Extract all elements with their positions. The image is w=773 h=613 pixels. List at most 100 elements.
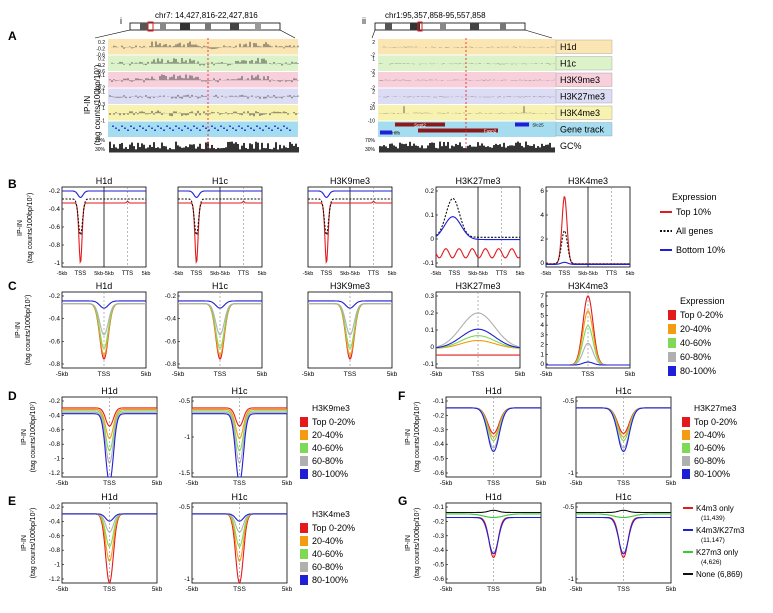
gene-mark-i [286, 127, 288, 129]
gene-mark-i [115, 127, 117, 129]
panel-d-ytick: -0.6 [49, 427, 61, 434]
gc-tick: 30% [95, 147, 106, 153]
panel-b-series-2-2 [308, 190, 392, 198]
gene-mark-i [196, 127, 198, 129]
xtick: TSS [103, 586, 116, 593]
xtick: TSS [617, 586, 630, 593]
gene-mark-i [130, 125, 132, 127]
panel-c-title-2: H3K9me3 [330, 281, 370, 291]
xtick: TTS [122, 271, 133, 277]
panel-b-ytick: -0.4 [49, 206, 61, 213]
gene-mark-i [247, 125, 249, 127]
xtick: TTS [606, 271, 617, 277]
panel-e-ylabel2: (tag counts/100bp/10⁷) [30, 508, 37, 579]
panel-b-series-3-2 [435, 248, 521, 259]
track-label-box-4 [555, 105, 613, 120]
xtick: 5kb [515, 371, 526, 378]
xtick: 5kb [666, 586, 677, 593]
panel-b: IP-IN (tag counts/100bp/10⁷) H1d -5kb TSS 5kb… [17, 176, 725, 277]
xtick: -5kb [440, 480, 453, 487]
panel-f-series-0-2 [446, 407, 541, 442]
track-i-tick: -0.6 [96, 53, 105, 59]
xtick: TSS [103, 480, 116, 487]
panel-c-ytick: -0.2 [165, 293, 177, 300]
panel-b-ytick: -1 [54, 260, 60, 267]
panel-b-ylabel: IP-IN [17, 220, 24, 236]
track-ii-tick: 10 [369, 106, 375, 112]
panel-b-ytick: 0.1 [425, 212, 434, 219]
panel-e-legend-3: 60-80% [312, 562, 343, 572]
xtick: TSS [233, 480, 246, 487]
panel-b-ytick: 4 [540, 212, 544, 219]
panel-g-ylabel: IP-IN [405, 535, 412, 551]
panel-letter-b: B [8, 177, 17, 191]
panel-c-series-3-3 [435, 312, 521, 348]
xtick: 5kb [626, 271, 635, 277]
panel-c-series-0-0 [62, 303, 146, 360]
panel-d-ytick: -0.2 [49, 398, 61, 405]
panel-f-legend-swatch-1 [682, 430, 690, 440]
panel-d-title-1: H1c [231, 386, 248, 396]
gene-mark-i [133, 127, 135, 129]
gene-mark-i [223, 127, 225, 129]
gene-fasp2 [418, 128, 498, 133]
track-i-tick: -0.3 [96, 102, 105, 108]
panel-b-series-0-1 [62, 198, 146, 236]
panel-c-ytick: 0.2 [425, 310, 434, 317]
panel-letter-a: A [8, 29, 17, 43]
panel-d-ytick: -0.8 [49, 441, 61, 448]
xtick: -5kb [172, 371, 185, 378]
track-ii-tick: 2 [372, 90, 375, 96]
gene-mark-i [184, 125, 186, 127]
panel-b-series-0-0 [62, 200, 146, 264]
panel-b-ytick: 6 [540, 188, 544, 195]
panel-b-ytick: 0 [540, 260, 544, 267]
track-label-box-5 [555, 122, 613, 137]
xtick: TSS [487, 586, 500, 593]
track-label-4: H3K4me3 [560, 108, 600, 118]
xtick: TSS [582, 371, 595, 378]
panel-a-ylabel-2: (tag counts/100bp/10⁷) [93, 64, 102, 145]
panel-g-legend-count-0: (11,439) [701, 515, 725, 522]
panel-f-legend-1: 20-40% [694, 430, 725, 440]
panel-b-series-1-1 [178, 198, 262, 236]
panel-f-legend-swatch-2 [682, 443, 690, 453]
panel-d-series-1-1 [192, 408, 287, 440]
xtick: 5kb [388, 271, 397, 277]
panel-b-title-3: H3K27me3 [455, 176, 500, 186]
xtick: -5kb [173, 271, 184, 277]
panel-f-ytick: -0.1 [433, 398, 445, 405]
track-ii-tick: -2 [371, 102, 376, 108]
panel-b-title-4: H3K4me3 [568, 176, 608, 186]
panel-e-title-1: H1c [231, 492, 248, 502]
panel-c-ytick: 0 [540, 361, 544, 368]
panel-g-legend-count-2: (4,626) [701, 559, 722, 566]
panel-c-series-1-0 [178, 303, 262, 360]
panel-b-series-2-0 [308, 200, 392, 264]
panel-b-ytick: -0.6 [49, 224, 61, 231]
xtick: TTS [496, 271, 507, 277]
gene-mark-i [175, 125, 177, 127]
panels-d-e-f-g: IP-IN (tag counts/100bp/10⁷)H1d-5kb TSS 5kb… [21, 386, 745, 593]
panel-d-legend-swatch-1 [300, 430, 308, 440]
panel-e-series-0-2 [62, 513, 157, 548]
panel-c-series-3-1 [436, 339, 520, 349]
panel-c-series-4-4 [546, 361, 630, 366]
panel-f-ytick: -0.2 [433, 412, 445, 419]
panel-g-ytick: -0.5 [563, 504, 575, 511]
gene-mark-i [271, 129, 273, 131]
xtick: -5kb [430, 371, 443, 378]
xtick: 5kb [536, 480, 547, 487]
panel-c-title-0: H1d [96, 281, 113, 291]
panel-b-series-3-0 [435, 197, 520, 238]
gene-mark-i [190, 129, 192, 131]
panel-b-series-1-2 [178, 190, 262, 198]
track-label-3: H3K27me3 [560, 92, 605, 102]
panel-d-legend-swatch-3 [300, 456, 308, 466]
gene-mark-i [181, 129, 183, 131]
panel-g-legend-count-1: (11,147) [701, 537, 725, 544]
panel-e-legend-title: H3K4me3 [312, 509, 350, 519]
gene-mark-i [172, 129, 174, 131]
panel-c-series-3-2 [436, 335, 520, 349]
